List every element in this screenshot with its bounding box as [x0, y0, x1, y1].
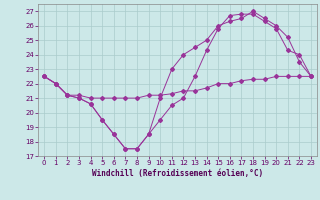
X-axis label: Windchill (Refroidissement éolien,°C): Windchill (Refroidissement éolien,°C)	[92, 169, 263, 178]
